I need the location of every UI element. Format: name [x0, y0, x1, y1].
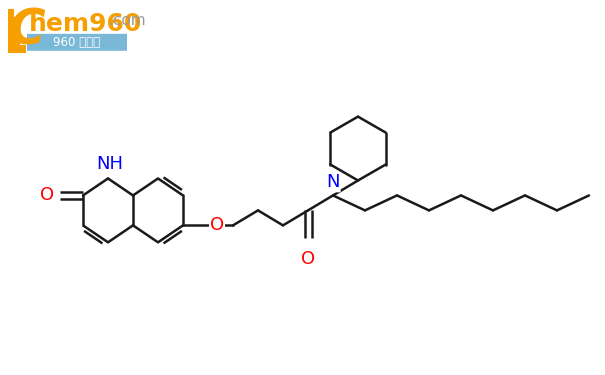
Text: hem960: hem960: [29, 12, 142, 36]
Text: .com: .com: [108, 13, 146, 28]
Polygon shape: [8, 9, 26, 53]
FancyBboxPatch shape: [27, 34, 127, 51]
Text: 960 化工网: 960 化工网: [53, 36, 100, 49]
Text: N: N: [326, 174, 340, 192]
Text: O: O: [301, 250, 315, 268]
Text: NH: NH: [97, 156, 123, 174]
Text: O: O: [210, 216, 224, 234]
Text: C: C: [8, 7, 45, 55]
Text: O: O: [40, 186, 54, 204]
